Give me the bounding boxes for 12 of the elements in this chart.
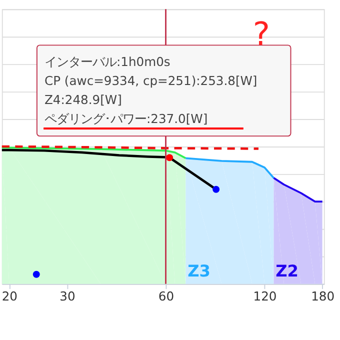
x-tick-label: 60 bbox=[158, 289, 174, 304]
x-tick-label: 180 bbox=[311, 289, 335, 304]
x-tick-label: 120 bbox=[253, 289, 277, 304]
x-tick-label: 30 bbox=[60, 289, 76, 304]
series-label: Z2 bbox=[276, 261, 299, 280]
text: Z4:248.9[W] bbox=[44, 92, 122, 107]
text: ペダリング･パワー:237.0[W] bbox=[44, 112, 208, 126]
series-label: Z3 bbox=[188, 261, 210, 280]
x-tick-label: 20 bbox=[2, 289, 18, 304]
text: インターバル:1h0m0s bbox=[44, 55, 170, 69]
text: ? bbox=[252, 15, 270, 54]
text: CP (awc=9334, cp=251):253.8[W] bbox=[44, 74, 258, 88]
